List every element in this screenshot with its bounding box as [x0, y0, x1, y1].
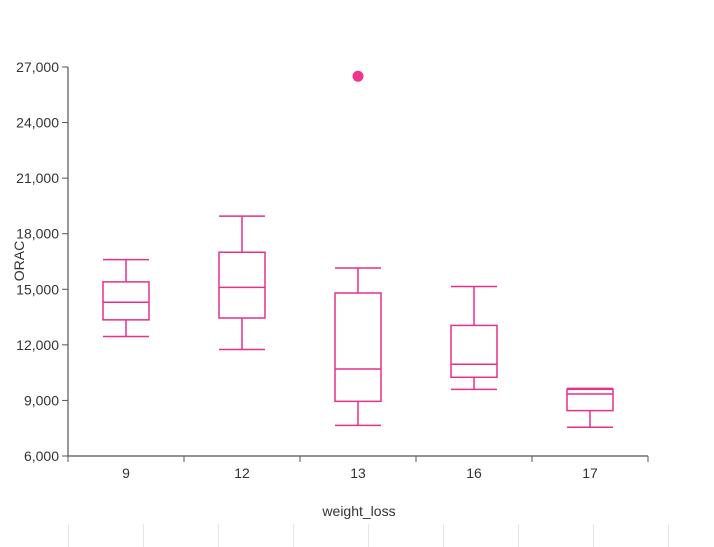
footer-divider: [143, 524, 144, 547]
y-axis-title: ORAC: [11, 241, 27, 281]
x-tick-label: 13: [350, 465, 366, 481]
footer-divider: [443, 524, 444, 547]
x-axis-title: weight_loss: [321, 503, 395, 519]
y-tick-label: 6,000: [24, 448, 59, 464]
footer-divider: [668, 524, 669, 547]
x-tick-label: 9: [122, 465, 130, 481]
y-tick-label: 18,000: [16, 226, 59, 242]
box-9: [102, 258, 150, 338]
box-body: [334, 292, 382, 403]
y-tick-label: 24,000: [16, 115, 59, 131]
y-tick-label: 27,000: [16, 59, 59, 75]
box-17: [566, 387, 614, 429]
y-tick-label: 21,000: [16, 170, 59, 186]
box-series: [102, 70, 614, 429]
y-tick-label: 9,000: [24, 392, 59, 408]
footer-divider: [518, 524, 519, 547]
y-axis: 6,000 9,000 12,000 15,000 18,000 21,000 24,000…: [16, 59, 69, 464]
x-axis: 9 12 13 16 17: [67, 455, 649, 481]
footer-divider: [68, 524, 69, 547]
footer-divider: [368, 524, 369, 547]
x-tick-label: 16: [466, 465, 482, 481]
y-tick-label: 15,000: [16, 281, 59, 297]
x-tick-label: 12: [234, 465, 250, 481]
box-13: [334, 70, 382, 427]
box-12: [218, 215, 266, 351]
box-body: [450, 324, 498, 379]
x-tick-label: 17: [582, 465, 598, 481]
y-tick-label: 12,000: [16, 337, 59, 353]
box-body: [102, 281, 150, 321]
box-body: [218, 251, 266, 319]
footer-divider: [293, 524, 294, 547]
footer-divider: [218, 524, 219, 547]
outlier-point: [352, 70, 364, 82]
box-16: [450, 285, 498, 391]
footer-grid: [0, 524, 714, 547]
footer-divider: [593, 524, 594, 547]
box-body: [566, 388, 614, 412]
